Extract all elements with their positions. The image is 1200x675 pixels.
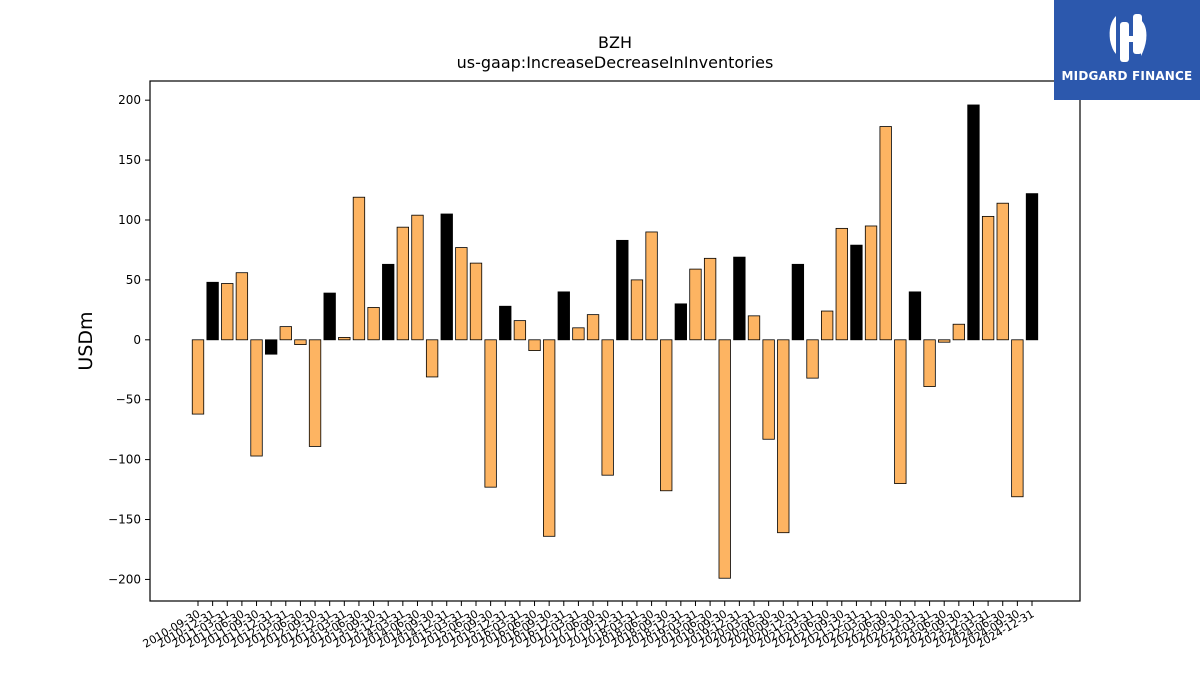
- bar-2020-06-30: [762, 339, 775, 440]
- brand-name: MIDGARD FINANCE: [1061, 69, 1193, 83]
- y-tick-label: 50: [126, 273, 141, 287]
- bar-2016-03-31: [513, 320, 527, 341]
- bar-2017-06-30: [586, 314, 600, 341]
- bar-2015-03-31: [455, 247, 468, 341]
- bar-2013-12-31: [382, 263, 395, 341]
- bar-2011-03-31: [221, 283, 234, 341]
- bar-2014-12-31: [440, 213, 453, 341]
- bar-2019-03-31: [689, 268, 702, 341]
- bar-2012-06-30: [294, 339, 307, 345]
- bar-2022-12-31: [908, 291, 922, 341]
- bar-2022-09-30: [894, 339, 907, 484]
- y-tick-label: 0: [133, 333, 141, 347]
- bar-2019-12-31: [733, 256, 746, 341]
- bar-2014-06-30: [411, 214, 424, 341]
- bar-2024-03-31: [981, 215, 995, 341]
- bar-2018-09-30: [660, 339, 673, 492]
- bar-2015-06-30: [469, 262, 483, 341]
- bar-2012-03-31: [279, 326, 292, 341]
- bar-2021-03-31: [806, 339, 819, 379]
- bar-2012-12-31: [323, 292, 336, 341]
- bar-2024-12-31: [1025, 193, 1039, 341]
- bar-2015-12-31: [499, 305, 512, 341]
- bar-2017-12-31: [616, 239, 629, 341]
- bar-2014-09-30: [425, 339, 439, 378]
- y-tick-label: −100: [108, 453, 141, 467]
- bar-2013-09-30: [367, 307, 380, 341]
- y-tick-label: −200: [108, 572, 141, 586]
- bar-2014-03-31: [396, 226, 409, 341]
- bar-2023-06-30: [938, 339, 951, 343]
- y-tick-label: 100: [118, 213, 141, 227]
- brand-mark-icon: [1109, 14, 1147, 62]
- bar-2022-03-31: [864, 225, 878, 341]
- chart-title: BZH: [598, 33, 632, 52]
- bar-2018-06-30: [645, 231, 658, 341]
- bar-2019-09-30: [718, 339, 731, 579]
- bar-2010-09-30: [191, 339, 205, 415]
- bar-2024-09-30: [1011, 339, 1024, 498]
- brand-logo: MIDGARD FINANCE: [1054, 0, 1200, 100]
- y-axis-label: USDm: [75, 311, 97, 370]
- bar-2024-06-30: [996, 202, 1009, 341]
- bar-2011-12-31: [265, 339, 278, 355]
- bar-2021-06-30: [821, 310, 834, 341]
- bar-2017-09-30: [601, 339, 614, 476]
- chart-subtitle: us-gaap:IncreaseDecreaseInInventories: [457, 53, 774, 72]
- bar-2019-06-30: [703, 257, 717, 341]
- bar-2013-06-30: [352, 196, 366, 341]
- plot-frame: [149, 80, 1081, 602]
- y-axis: 200 150 100 50 0 −50 −100 −150 −200: [108, 93, 150, 586]
- y-tick-label: −150: [108, 513, 141, 527]
- bar-2018-03-31: [630, 279, 644, 341]
- bar-2013-03-31: [338, 337, 351, 341]
- bar-2015-09-30: [484, 339, 497, 488]
- bar-2023-03-31: [923, 339, 936, 387]
- bar-2010-12-31: [206, 281, 219, 341]
- x-axis: 2010-09-302010-12-312011-03-312011-06-30…: [141, 601, 1037, 651]
- y-tick-label: −50: [116, 393, 141, 407]
- bar-2011-06-30: [235, 272, 249, 341]
- bar-2021-12-31: [850, 244, 863, 341]
- bar-2016-09-30: [543, 339, 556, 537]
- bar-2011-09-30: [250, 339, 263, 457]
- bar-2023-12-31: [967, 104, 980, 341]
- bar-2021-09-30: [835, 227, 848, 341]
- bar-2016-06-30: [528, 339, 541, 351]
- bar-2017-03-31: [572, 327, 585, 341]
- bar-2020-09-30: [777, 339, 790, 534]
- bar-2022-06-30: [879, 126, 892, 341]
- bar-2023-09-30: [952, 323, 965, 341]
- y-tick-label: 150: [118, 153, 141, 167]
- bar-2016-12-31: [557, 291, 570, 341]
- bar-2012-09-30: [308, 339, 322, 447]
- y-tick-label: 200: [118, 93, 141, 107]
- bar-series: [191, 104, 1039, 579]
- bar-2018-12-31: [674, 303, 687, 341]
- bar-2020-03-31: [747, 315, 761, 341]
- bar-2020-12-31: [791, 263, 805, 341]
